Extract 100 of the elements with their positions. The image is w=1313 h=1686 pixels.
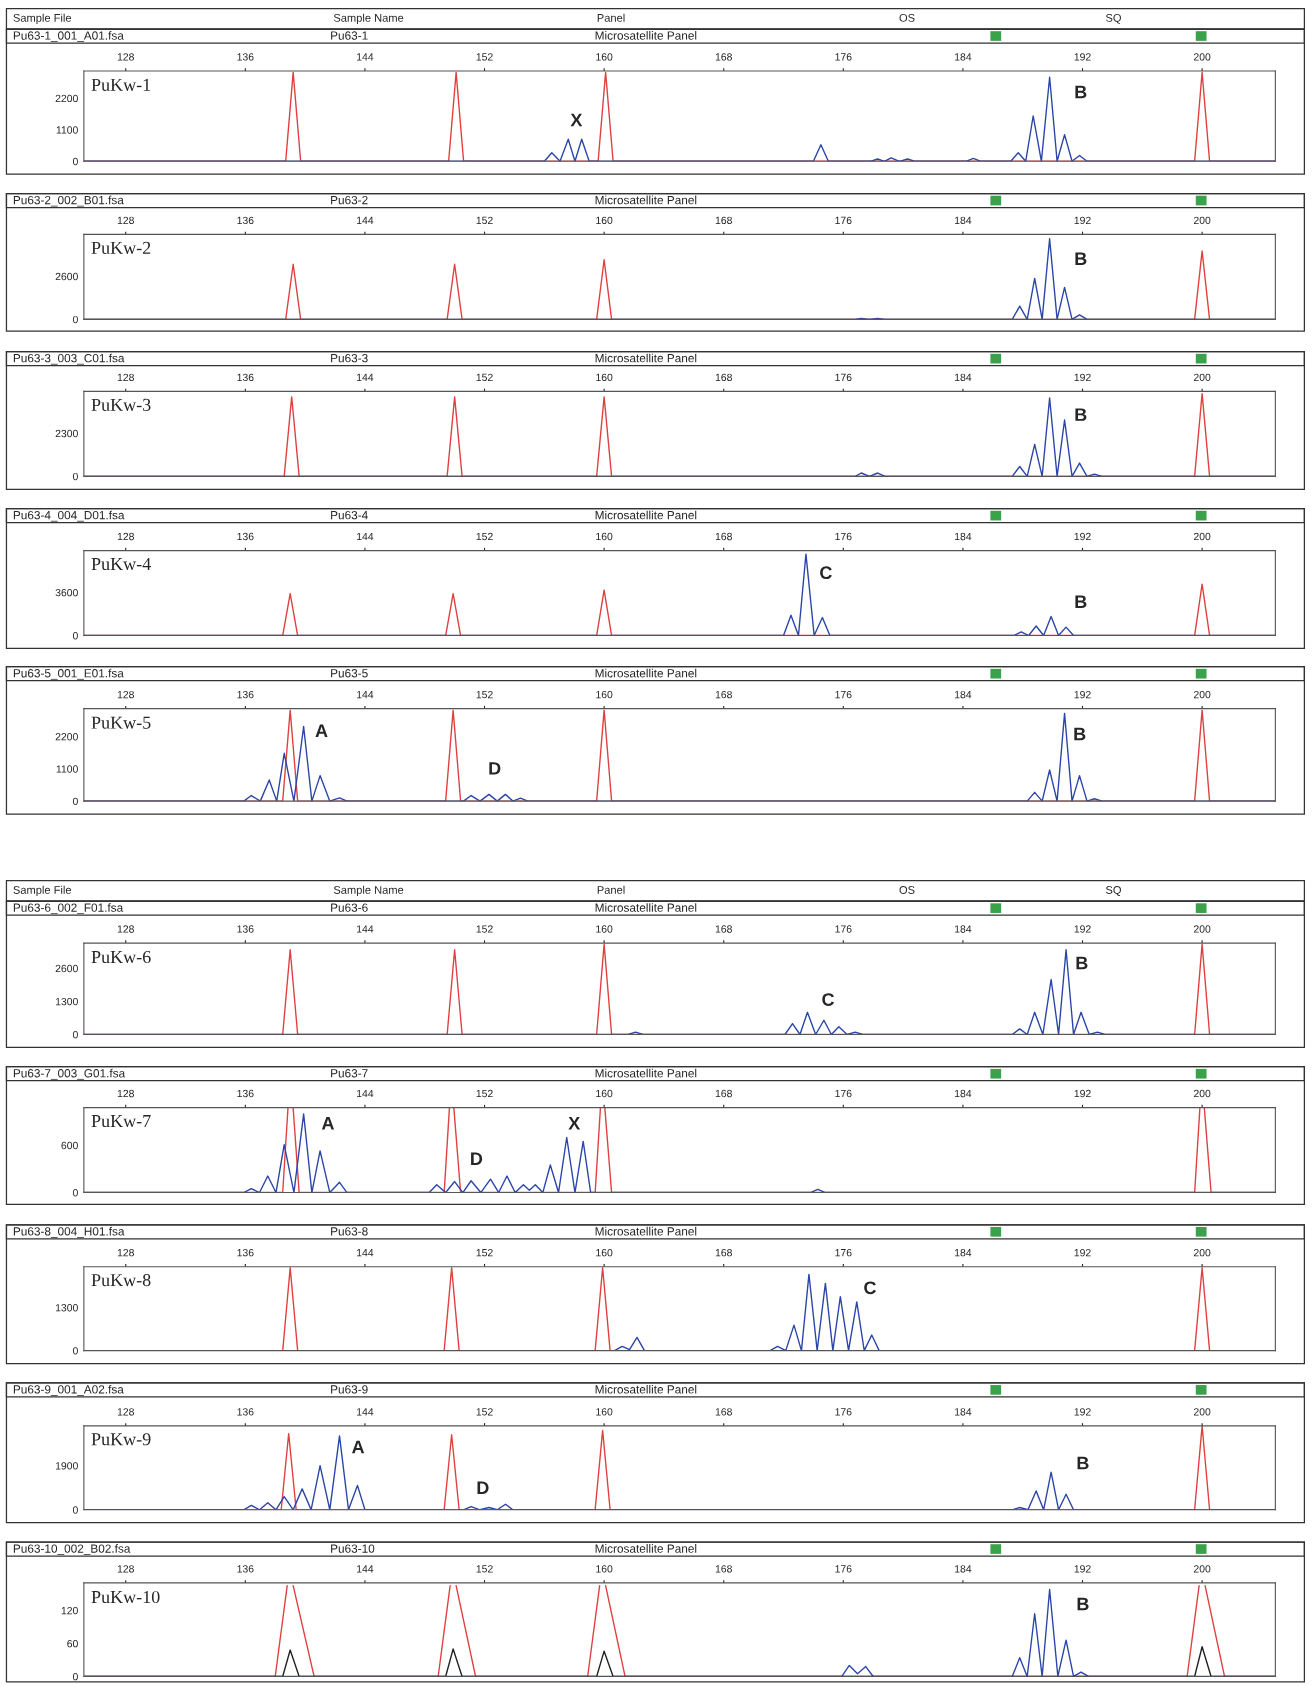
- x-tick-label: 136: [237, 1089, 254, 1098]
- x-tick-label: 144: [357, 373, 374, 381]
- x-tick-label: 128: [117, 925, 134, 933]
- x-tick-label: 144: [357, 690, 374, 699]
- text: SQ: [1105, 886, 1121, 896]
- chart-title: PuKw-10: [91, 1590, 160, 1604]
- text: Panel: [597, 885, 625, 894]
- annotation: A: [321, 1117, 335, 1130]
- x-tick-label: 152: [476, 532, 493, 541]
- x-tick-label: 176: [835, 1565, 852, 1573]
- annotation: C: [820, 566, 832, 580]
- y-tick-label: 0: [72, 315, 78, 324]
- text: Pu63-2_002_B01.fsa: [13, 195, 124, 207]
- x-tick-label: 128: [117, 532, 134, 541]
- y-tick-label: 0: [72, 157, 78, 166]
- x-tick-label: 136: [237, 1565, 254, 1573]
- text: Pu63-9_001_A02.fsa: [13, 1384, 124, 1396]
- annotation: X: [570, 113, 583, 127]
- x-tick-label: 184: [955, 1089, 972, 1098]
- text: Pu63-2: [331, 195, 368, 205]
- x-tick-label: 168: [715, 532, 732, 541]
- x-tick-label: 152: [476, 1089, 493, 1098]
- x-tick-label: 200: [1193, 532, 1211, 541]
- text: Microsatellite Panel: [595, 903, 697, 912]
- x-tick-label: 168: [715, 690, 732, 699]
- text: Microsatellite Panel: [595, 195, 697, 205]
- y-tick-label: 1100: [56, 765, 78, 773]
- x-tick-label: 200: [1193, 690, 1211, 699]
- annotation: D: [489, 762, 501, 775]
- text: SQ: [1105, 13, 1121, 24]
- x-tick-label: 184: [955, 532, 972, 541]
- text: Sample File: [13, 13, 72, 24]
- annotation: C: [822, 993, 835, 1006]
- x-tick-label: 136: [237, 532, 254, 541]
- text: OS: [899, 13, 915, 22]
- x-tick-label: 200: [1193, 1248, 1211, 1257]
- x-tick-label: 136: [237, 925, 254, 933]
- x-tick-label: 192: [1074, 532, 1091, 541]
- x-tick-label: 176: [835, 373, 852, 382]
- annotation: B: [1077, 1597, 1089, 1611]
- annotation: D: [471, 1152, 483, 1165]
- x-tick-label: 200: [1193, 216, 1211, 225]
- text: Pu63-10: [331, 1544, 375, 1553]
- x-tick-label: 152: [476, 925, 493, 933]
- text: Pu63-3: [331, 353, 368, 363]
- x-tick-label: 192: [1074, 373, 1091, 382]
- x-tick-label: 168: [715, 1248, 732, 1257]
- x-tick-label: 200: [1193, 1408, 1211, 1416]
- annotation: B: [1075, 595, 1087, 608]
- annotation: X: [568, 1117, 581, 1130]
- chart-title: PuKw-6: [91, 950, 151, 964]
- x-tick-label: 160: [596, 925, 613, 933]
- x-tick-label: 144: [357, 925, 374, 933]
- x-tick-label: 176: [835, 690, 852, 699]
- x-tick-label: 136: [237, 690, 254, 699]
- x-tick-label: 144: [357, 1565, 374, 1573]
- y-tick-label: 0: [72, 632, 78, 640]
- x-tick-label: 144: [357, 532, 374, 541]
- y-tick-label: 2600: [55, 964, 78, 973]
- x-tick-label: 160: [596, 1089, 613, 1098]
- chart-title: PuKw-8: [91, 1273, 151, 1287]
- text: Pu63-5: [331, 669, 368, 678]
- y-tick-label: 2200: [55, 94, 78, 103]
- x-tick-label: 192: [1074, 1248, 1091, 1257]
- x-tick-label: 168: [715, 1089, 732, 1098]
- x-tick-label: 192: [1074, 216, 1091, 225]
- annotation: C: [864, 1281, 876, 1295]
- chart-title: PuKw-5: [91, 716, 151, 729]
- x-tick-label: 184: [955, 373, 972, 382]
- annotation: B: [1075, 408, 1087, 421]
- y-tick-label: 0: [72, 797, 78, 806]
- x-tick-label: 168: [715, 1408, 732, 1416]
- x-tick-label: 152: [476, 1248, 493, 1257]
- x-tick-label: 200: [1193, 53, 1211, 61]
- x-tick-label: 152: [476, 1565, 493, 1573]
- text: Pu63-8_004_H01.fsa: [13, 1226, 125, 1238]
- x-tick-label: 136: [237, 1408, 254, 1416]
- text: Pu63-5_001_E01.fsa: [13, 668, 124, 680]
- annotation: A: [352, 1440, 365, 1454]
- y-tick-label: 0: [72, 1189, 78, 1197]
- x-tick-label: 128: [117, 1248, 134, 1257]
- x-tick-label: 152: [476, 216, 493, 225]
- text: Microsatellite Panel: [595, 1226, 697, 1236]
- text: Pu63-4: [331, 510, 368, 520]
- x-tick-label: 152: [476, 373, 493, 382]
- x-tick-label: 168: [715, 1565, 732, 1573]
- x-tick-label: 176: [835, 53, 852, 61]
- text: Microsatellite Panel: [595, 1384, 697, 1394]
- annotation: B: [1075, 85, 1087, 99]
- chart-title: PuKw-9: [91, 1433, 151, 1446]
- y-tick-label: 1900: [55, 1462, 78, 1470]
- x-tick-label: 160: [596, 1408, 613, 1416]
- y-tick-label: 3600: [55, 588, 78, 597]
- chart-title: PuKw-1: [91, 78, 151, 91]
- annotation: B: [1077, 1456, 1089, 1470]
- text: Microsatellite Panel: [595, 1068, 697, 1078]
- text: Panel: [597, 13, 625, 22]
- text: Pu63-1_001_A01.fsa: [13, 31, 124, 42]
- chart-title: PuKw-4: [91, 558, 151, 571]
- x-tick-label: 128: [117, 1565, 134, 1573]
